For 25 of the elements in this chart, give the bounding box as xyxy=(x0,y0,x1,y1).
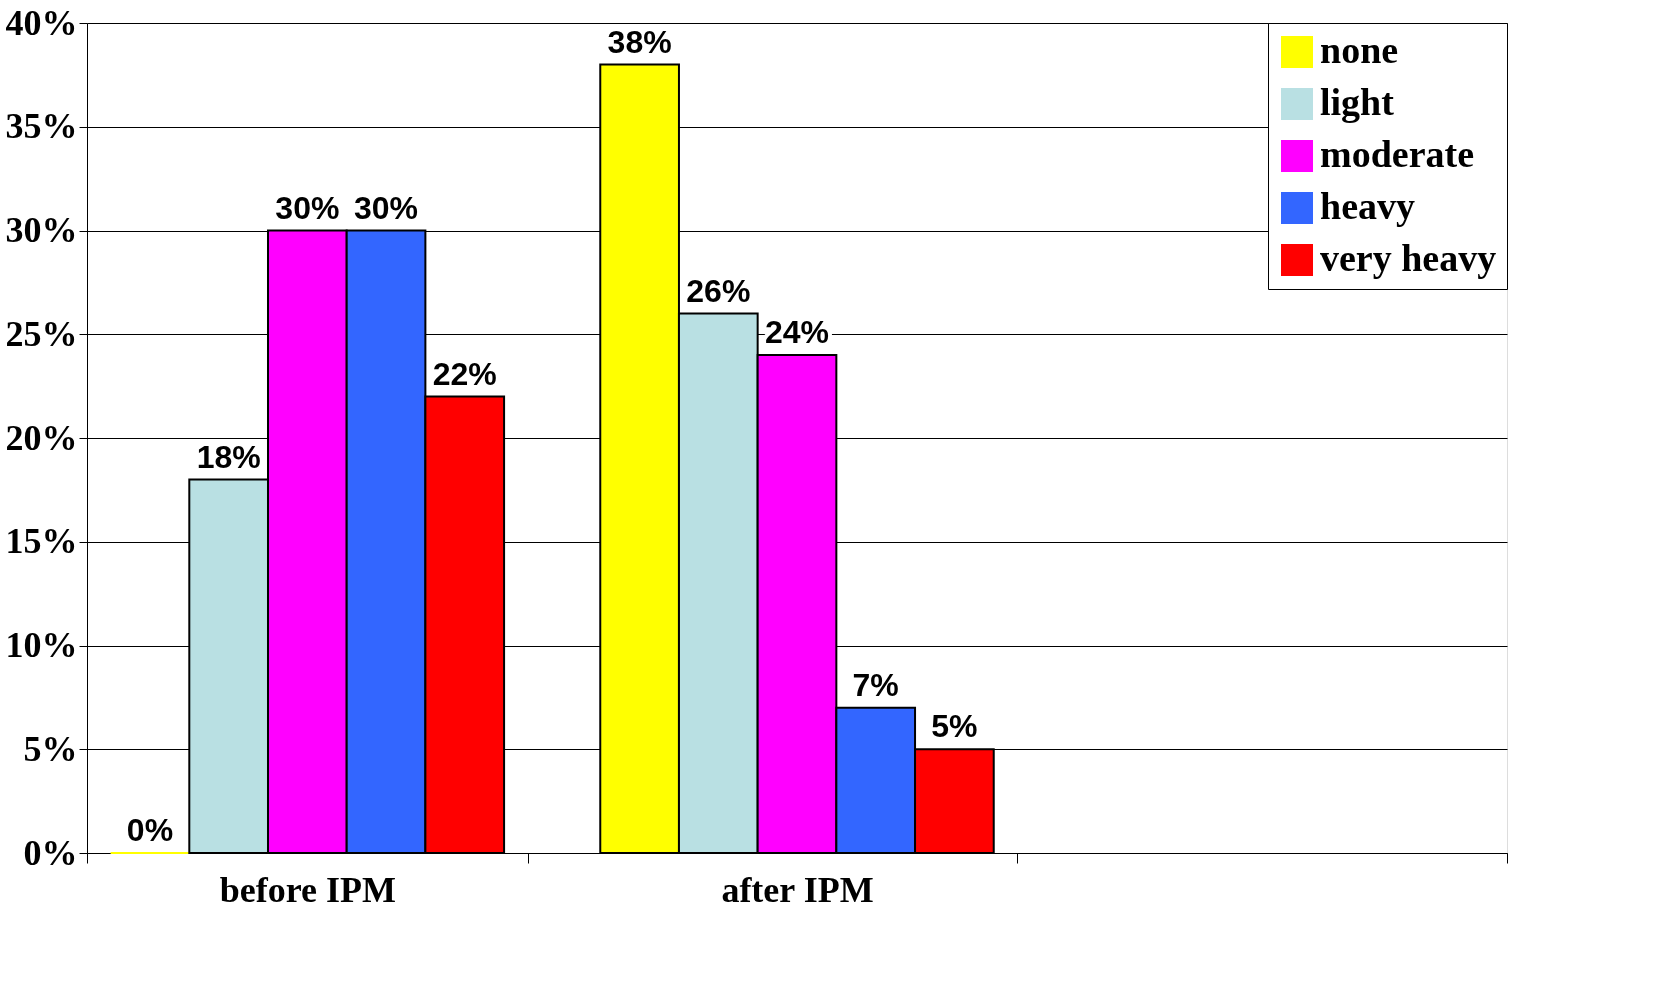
x-tick-label: after IPM xyxy=(721,869,874,910)
x-tick-label: before IPM xyxy=(219,869,396,910)
data-label: 0% xyxy=(126,812,174,848)
data-label: 7% xyxy=(852,666,899,703)
y-tick-label: 5% xyxy=(23,728,78,769)
data-label: 26% xyxy=(686,272,751,309)
legend-label: light xyxy=(1320,81,1395,123)
legend-label: heavy xyxy=(1320,185,1415,227)
data-label: 30% xyxy=(275,189,340,226)
legend-label: none xyxy=(1320,29,1399,71)
y-tick-label: 20% xyxy=(5,417,78,458)
y-tick-label: 0% xyxy=(23,832,78,873)
data-label: 30% xyxy=(354,189,419,226)
data-label: 18% xyxy=(196,438,261,475)
y-tick-label: 15% xyxy=(5,521,78,562)
data-label: 5% xyxy=(931,708,978,745)
legend-label: moderate xyxy=(1320,133,1475,175)
y-tick-label: 35% xyxy=(5,106,78,147)
y-tick-label: 30% xyxy=(5,210,78,250)
legend-label: very heavy xyxy=(1320,237,1497,279)
data-label: 38% xyxy=(607,23,672,60)
data-label: 22% xyxy=(432,355,497,392)
y-tick-label: 25% xyxy=(5,313,78,354)
y-tick-label: 40% xyxy=(5,2,78,43)
y-tick-label: 10% xyxy=(5,625,78,665)
